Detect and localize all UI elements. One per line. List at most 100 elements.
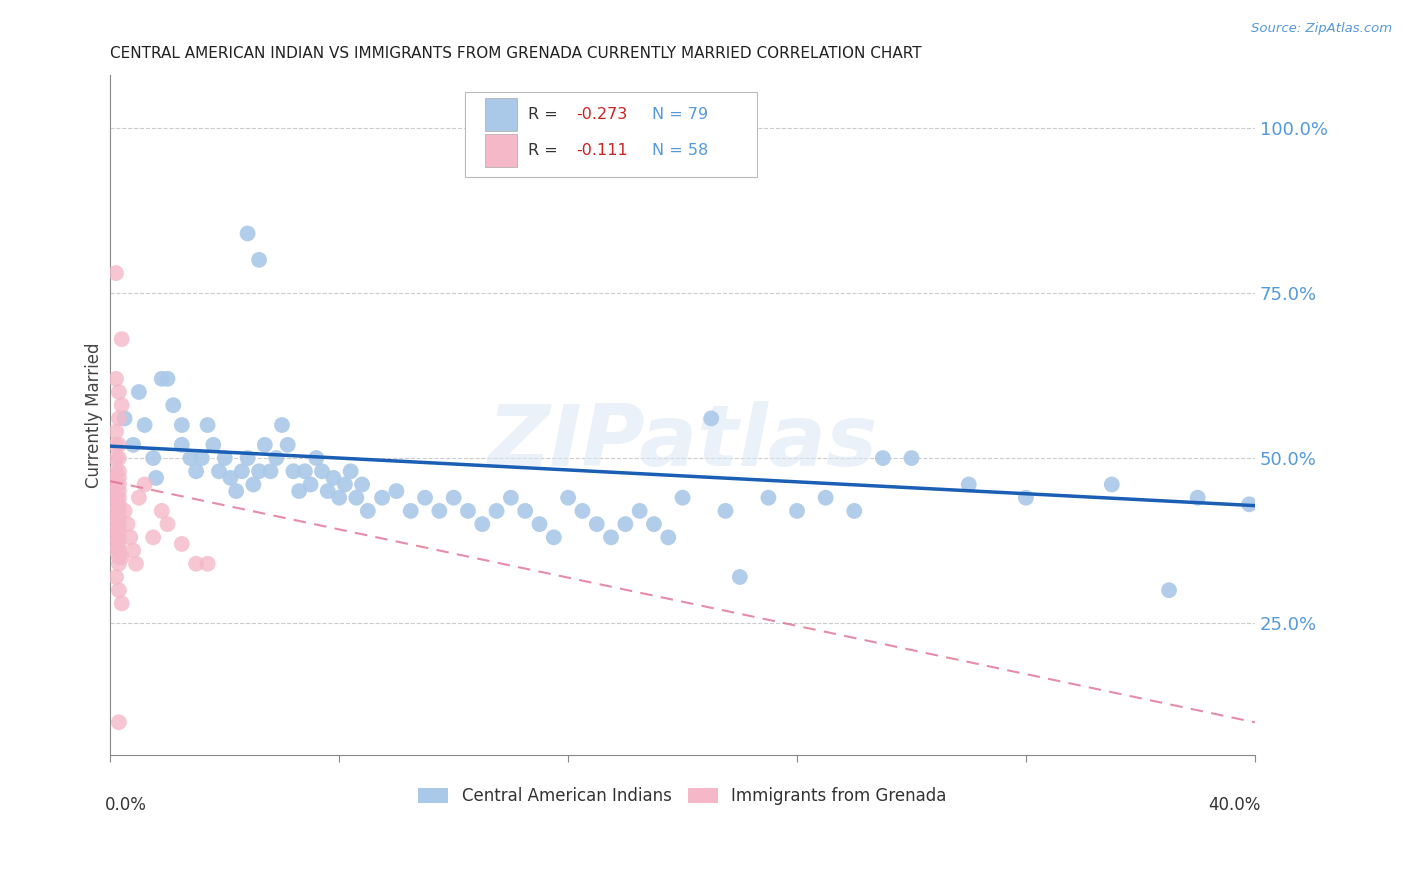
Point <box>105 491 128 505</box>
Text: R =: R = <box>529 107 558 122</box>
Point <box>120 530 142 544</box>
Point <box>162 398 184 412</box>
Point <box>108 550 131 565</box>
FancyBboxPatch shape <box>485 98 516 131</box>
Point <box>299 477 322 491</box>
Point <box>105 425 128 439</box>
Point <box>156 372 179 386</box>
Point <box>105 266 128 280</box>
Text: -0.111: -0.111 <box>576 143 628 158</box>
Point <box>122 543 145 558</box>
Text: 40.0%: 40.0% <box>1208 797 1261 814</box>
Point <box>399 504 422 518</box>
Point <box>529 517 551 532</box>
Point <box>283 464 305 478</box>
Point <box>108 384 131 399</box>
Point <box>457 504 479 518</box>
Point <box>316 484 339 499</box>
Point <box>900 451 922 466</box>
Point <box>333 477 356 491</box>
Point <box>108 504 131 518</box>
Point <box>105 471 128 485</box>
Point <box>585 517 607 532</box>
Point <box>105 510 128 524</box>
Point <box>814 491 837 505</box>
FancyBboxPatch shape <box>485 134 516 167</box>
Point <box>671 491 693 505</box>
Point <box>352 477 374 491</box>
Point <box>150 372 173 386</box>
Point <box>202 438 225 452</box>
Point <box>1157 583 1180 598</box>
Point <box>128 491 150 505</box>
Point <box>108 510 131 524</box>
Point <box>111 596 134 610</box>
Point <box>105 504 128 518</box>
Point <box>700 411 723 425</box>
Point <box>156 517 179 532</box>
Point <box>322 471 344 485</box>
Point <box>311 464 333 478</box>
Point <box>485 504 508 518</box>
Point <box>271 417 294 432</box>
Point <box>328 491 350 505</box>
Point <box>253 438 276 452</box>
Point <box>957 477 980 491</box>
Point <box>108 524 131 538</box>
Point <box>758 491 780 505</box>
Text: ZIPatlas: ZIPatlas <box>488 401 877 483</box>
Point <box>443 491 465 505</box>
Point <box>628 504 651 518</box>
Point <box>371 491 394 505</box>
Point <box>108 557 131 571</box>
Point <box>214 451 236 466</box>
Point <box>170 438 193 452</box>
Point <box>219 471 242 485</box>
Point <box>134 477 156 491</box>
Point <box>105 497 128 511</box>
Point <box>108 491 131 505</box>
Point <box>108 484 131 499</box>
Point <box>108 715 131 730</box>
Point <box>142 530 165 544</box>
Point <box>108 477 131 491</box>
Point <box>242 477 264 491</box>
Point <box>197 557 219 571</box>
Point <box>111 332 134 346</box>
Point <box>786 504 808 518</box>
Point <box>184 464 207 478</box>
Point <box>184 557 207 571</box>
Point <box>728 570 751 584</box>
Point <box>305 451 328 466</box>
Point <box>111 550 134 565</box>
Point <box>108 543 131 558</box>
Point <box>105 372 128 386</box>
Point <box>277 438 299 452</box>
Point <box>557 491 579 505</box>
Point <box>170 537 193 551</box>
Point <box>108 471 131 485</box>
Point <box>1187 491 1209 505</box>
Point <box>499 491 522 505</box>
Point <box>117 517 139 532</box>
Point <box>105 464 128 478</box>
Point <box>105 537 128 551</box>
Legend: Central American Indians, Immigrants from Grenada: Central American Indians, Immigrants fro… <box>412 780 953 812</box>
Point <box>339 464 361 478</box>
Point <box>344 491 367 505</box>
Text: N = 58: N = 58 <box>651 143 707 158</box>
Point <box>108 451 131 466</box>
Text: R =: R = <box>529 143 558 158</box>
Point <box>114 504 136 518</box>
Point <box>105 438 128 452</box>
Point <box>111 398 134 412</box>
Text: Source: ZipAtlas.com: Source: ZipAtlas.com <box>1251 22 1392 36</box>
Point <box>108 411 131 425</box>
Point <box>145 471 167 485</box>
Point <box>247 252 270 267</box>
Point <box>259 464 281 478</box>
Point <box>225 484 247 499</box>
Point <box>197 417 219 432</box>
Point <box>714 504 737 518</box>
Point <box>657 530 679 544</box>
